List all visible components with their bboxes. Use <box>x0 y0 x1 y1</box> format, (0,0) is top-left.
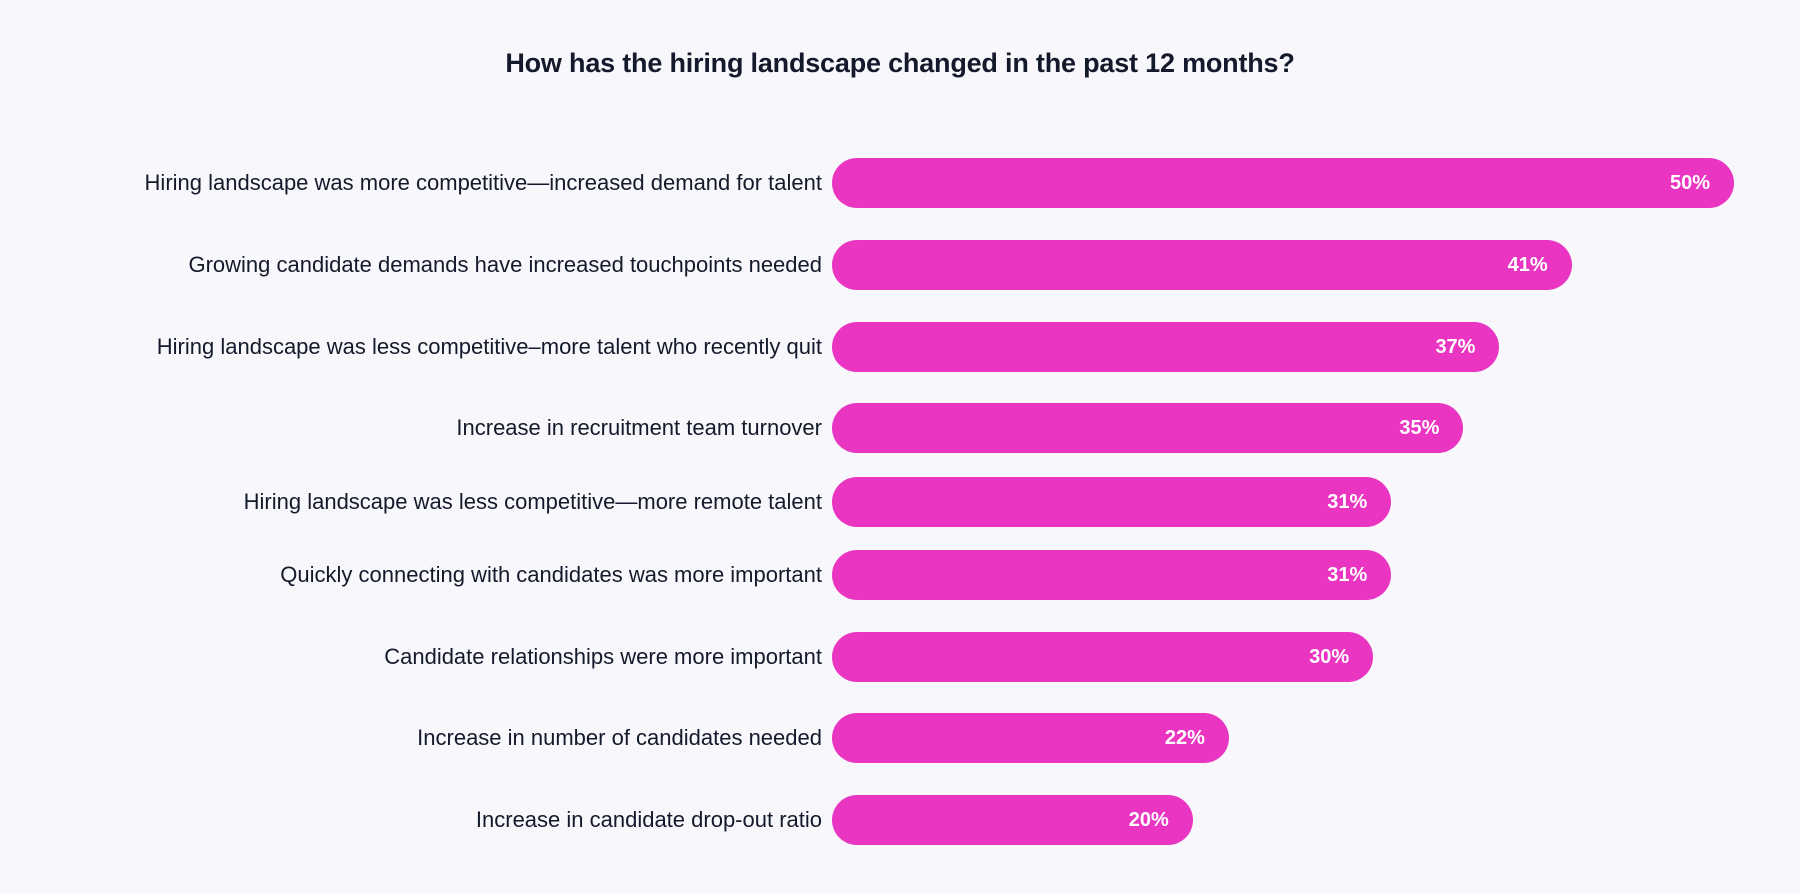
category-label: Hiring landscape was less competitive–mo… <box>156 334 822 359</box>
bar: 20% <box>832 795 1193 845</box>
bar-value-label: 31% <box>1327 564 1368 586</box>
category-label: Quickly connecting with candidates was m… <box>280 562 822 587</box>
category-label: Increase in number of candidates needed <box>417 725 822 750</box>
chart-title: How has the hiring landscape changed in … <box>505 48 1295 78</box>
category-label: Increase in recruitment team turnover <box>456 415 822 440</box>
category-label: Hiring landscape was less competitive—mo… <box>243 489 822 514</box>
bar-value-label: 35% <box>1399 417 1440 439</box>
bar-value-label: 37% <box>1435 336 1476 358</box>
bar-value-label: 20% <box>1128 809 1169 831</box>
bar: 41% <box>832 240 1572 290</box>
category-label: Hiring landscape was more competitive—in… <box>144 170 822 195</box>
bar-value-label: 50% <box>1669 172 1710 194</box>
bar: 50% <box>832 158 1734 208</box>
bar-value-label: 30% <box>1309 646 1350 668</box>
category-label: Increase in candidate drop-out ratio <box>475 807 822 832</box>
bar: 37% <box>832 322 1500 372</box>
bar-value-label: 41% <box>1507 254 1548 276</box>
category-label: Growing candidate demands have increased… <box>188 252 822 277</box>
bar-value-label: 31% <box>1327 491 1368 513</box>
bar: 31% <box>832 550 1392 600</box>
bar: 35% <box>832 403 1464 453</box>
bar: 31% <box>832 477 1392 527</box>
bar: 22% <box>832 713 1229 763</box>
category-label: Candidate relationships were more import… <box>384 644 822 669</box>
bar: 30% <box>832 632 1374 682</box>
bar-value-label: 22% <box>1164 727 1205 749</box>
